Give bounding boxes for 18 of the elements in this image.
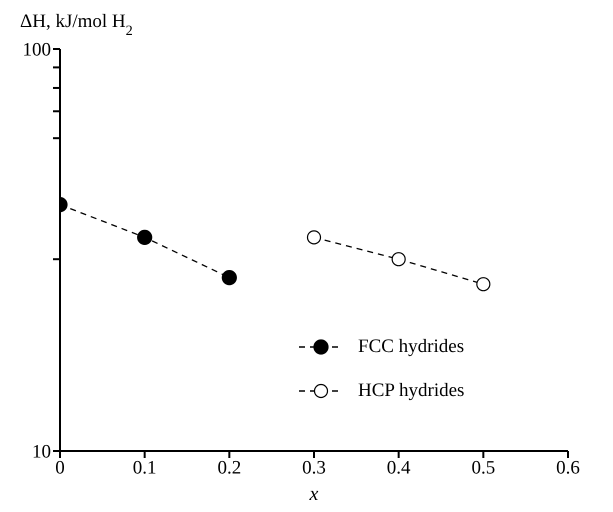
y-tick-label: 10 [32,442,51,463]
point [476,277,490,292]
point [392,252,406,266]
point [137,230,152,245]
point [306,230,322,244]
y-axis-title: ΔH, kJ/mol H$_{2}$ [20,11,133,39]
x-tick-label: 0.2 [217,457,242,478]
x-tick-label: 0.1 [132,457,157,478]
x-tick-label: 0.5 [471,457,496,478]
legend-label: FCC hydrides [358,336,464,358]
x-tick-label: 0.3 [302,457,326,478]
x-tick-label: 0.4 [386,457,412,478]
x-axis-title: x [308,483,319,505]
x-tick-label: 0.6 [556,457,580,478]
point [222,270,237,286]
y-tick-label: 100 [22,40,51,61]
legend-label: HCP hydrides [358,380,464,402]
x-tick-label: 0 [55,457,65,478]
